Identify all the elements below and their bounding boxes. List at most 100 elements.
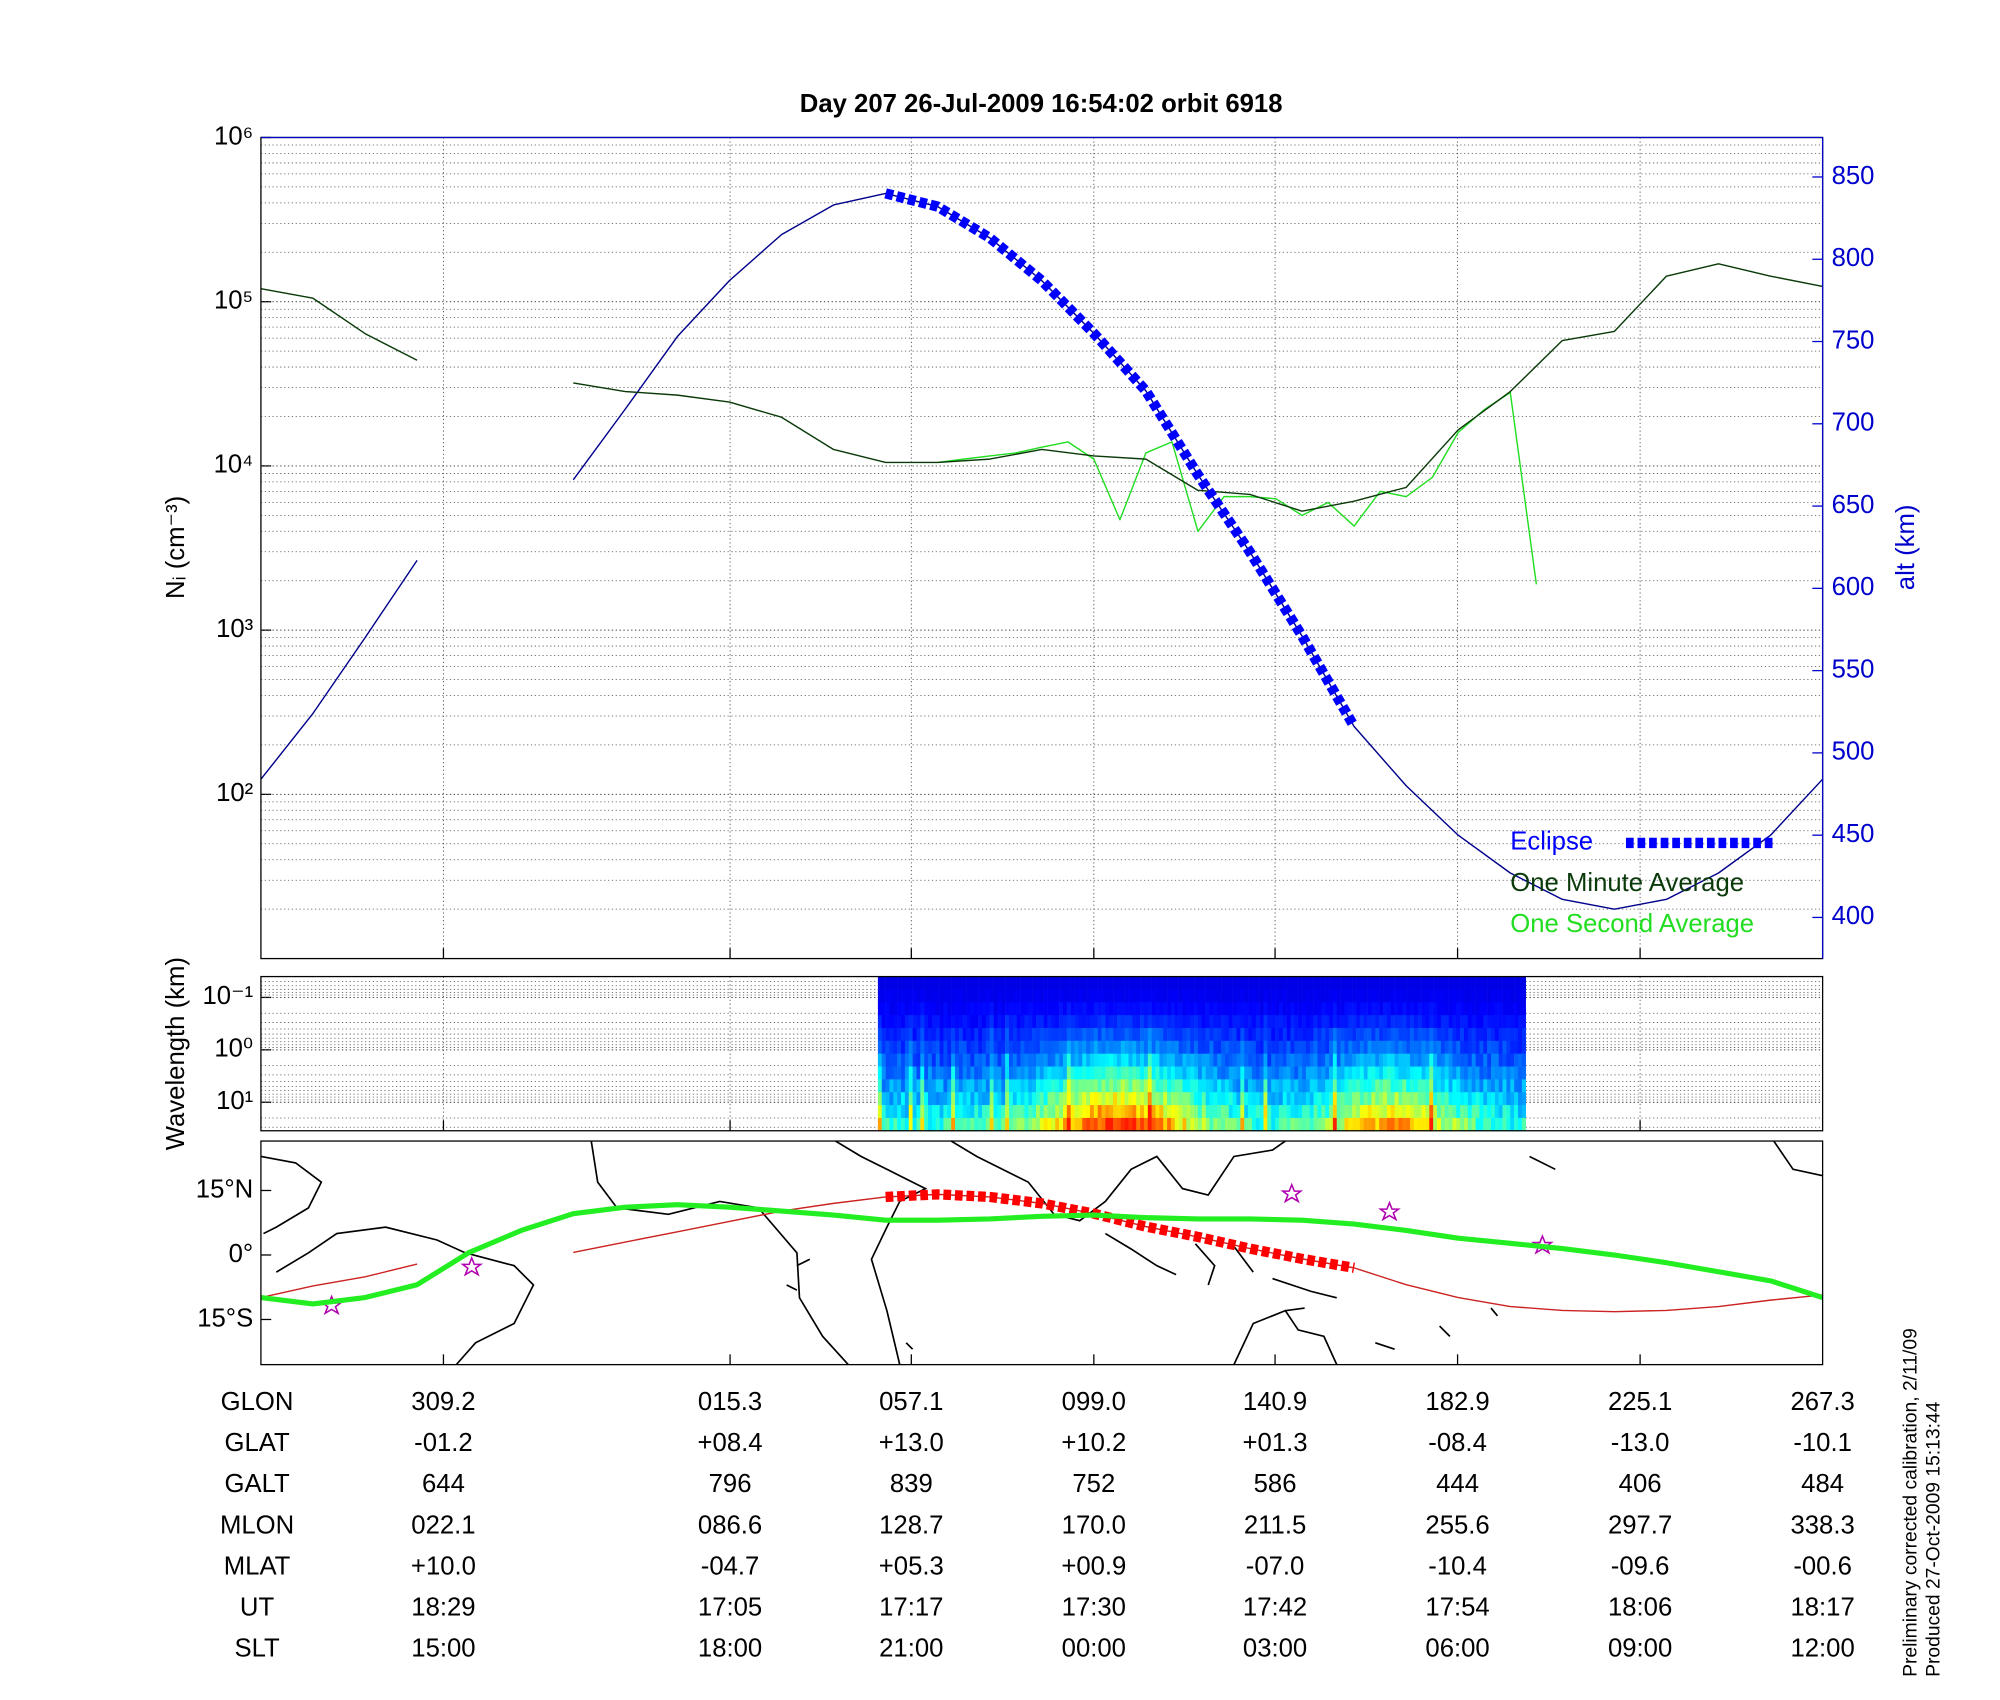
spectrogram-cell [962,1040,967,1055]
spectrogram-cell [908,976,913,990]
spectrogram-cell [901,1002,906,1016]
spectrogram-cell [1078,1092,1083,1106]
cell: 17:05 [698,1594,762,1622]
spectrogram-cell [1055,976,1060,990]
spectrogram-cell [1309,1015,1314,1029]
spectrogram-cell [1506,1027,1511,1042]
spectrogram-cell [901,989,906,1003]
spectrogram-cell [1356,989,1361,1003]
spectrogram-cell [1394,976,1399,990]
spectrogram-cell [924,989,929,1003]
spectrogram-cell [1217,1002,1222,1016]
spectrogram-cell [885,976,890,990]
spectrogram-cell [935,1079,940,1093]
spectrogram-cell [904,1053,909,1067]
y2-tick-label: 500 [1832,738,1875,766]
spectrogram-cell [1398,1027,1403,1042]
spectrogram-cell [1259,1066,1264,1080]
spectrogram-cell [1298,1040,1303,1055]
spectrogram-cell [1074,1066,1079,1080]
spectrogram-cell [1371,1079,1376,1093]
spectrogram-cell [1201,1105,1206,1119]
spectrogram-cell [1074,1117,1079,1132]
spectrogram-cell [1421,1066,1426,1080]
spectrogram-cell [1051,976,1056,990]
spectrogram-cell [1213,1092,1218,1106]
spectrogram-cell [1051,1027,1056,1042]
spectrogram-cell [1421,1053,1426,1067]
spectrogram-cell [1317,1015,1322,1029]
spectrogram-cell [1062,1027,1068,1042]
spectrogram-cell [1070,1015,1075,1029]
spectrogram-cell [955,989,960,1003]
spectrogram-cell [982,1105,987,1119]
spectrogram-cell [1089,1066,1095,1080]
spectrogram-cell [1317,989,1322,1003]
spectrogram-cell [970,1002,975,1016]
spectrogram-cell [1348,1066,1353,1080]
spectrogram-cell [1363,1027,1368,1042]
spectrogram-cell [1359,1053,1365,1067]
spectrogram-cell [1024,976,1029,990]
spectrogram-cell [1251,1079,1257,1093]
cell: -13.0 [1611,1429,1670,1457]
spectrogram-cell [1155,989,1160,1003]
spectrogram-cell [1143,1117,1149,1132]
spectrogram-cell [1467,1105,1472,1119]
spectrogram-cell [1440,1027,1445,1042]
spectrogram-cell [1267,1002,1272,1016]
spectrogram-cell [935,1053,940,1067]
spectrogram-cell [1066,1117,1071,1132]
spectrogram-cell [1348,1079,1353,1093]
spectrogram-cell [1325,1117,1330,1132]
spectrogram-cell [1282,1053,1287,1067]
spectrogram-cell [1035,1117,1041,1132]
spectrogram-cell [1259,1117,1264,1132]
spectrogram-cell [1001,1117,1006,1132]
spectrogram-cell [889,1105,894,1119]
spectrogram-cell [966,1053,971,1067]
spectrogram-cell [1305,1027,1311,1042]
spectrogram-cell [1317,1066,1322,1080]
spectrogram-cell [1024,989,1029,1003]
spectrogram-cell [1109,1053,1114,1067]
cell: -00.6 [1793,1552,1852,1580]
spectrogram-cell [1398,1053,1403,1067]
spectrogram-cell [1329,1066,1334,1080]
spectrogram-cell [1143,1079,1149,1093]
spectrogram-cell [1005,1092,1010,1106]
spectrogram-cell [1282,1079,1287,1093]
spectrogram [877,976,1526,1132]
spectrogram-cell [1325,1015,1330,1029]
spectrogram-cell [947,1066,952,1080]
spectrogram-cell [1309,989,1314,1003]
spectrogram-cell [1016,1079,1021,1093]
spectrogram-cell [1344,1066,1349,1080]
spectrogram-cell [1232,989,1237,1003]
spectrogram-cell [1410,1002,1415,1016]
spectrogram-cell [993,1040,998,1055]
spectrogram-cell [966,1117,971,1132]
spectrogram-cell [1244,1092,1249,1106]
spectrogram-cell [897,1066,902,1080]
spectrogram-cell [1294,1053,1299,1067]
spectrogram-cell [1271,1092,1276,1106]
spectrogram-cell [1464,1117,1469,1132]
cell: 796 [709,1470,752,1498]
spectrogram-cell [1182,989,1187,1003]
spectrogram-cell [1178,1117,1183,1132]
spectrogram-cell [1506,1053,1511,1067]
spectrogram-cell [885,1027,890,1042]
spectrogram-cell [928,1027,933,1042]
spectrogram-cell [1398,1079,1403,1093]
spectrogram-cell [1514,1027,1519,1042]
spectrogram-cell [997,1066,1002,1080]
spectrogram-cell [1159,1002,1164,1016]
spectrogram-cell [1086,1053,1091,1067]
spectrogram-cell [1437,1053,1442,1067]
spectrogram-cell [1213,1079,1218,1093]
spectrogram-cell [901,1015,906,1029]
spectrogram-cell [1302,976,1307,990]
spectrogram-cell [970,1015,975,1029]
spectrogram-cell [877,1040,883,1055]
